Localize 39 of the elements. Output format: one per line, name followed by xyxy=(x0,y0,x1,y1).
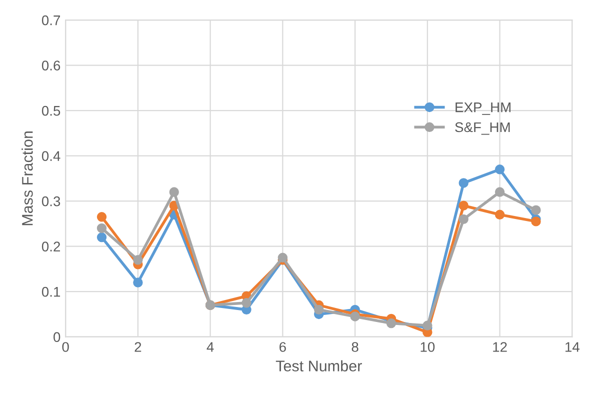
x-tick-label: 14 xyxy=(565,342,580,352)
point xyxy=(531,216,541,226)
y-tick-label: 0.2 xyxy=(42,242,60,252)
y-tick-label: 0.3 xyxy=(42,196,60,206)
y-tick-label: 0.1 xyxy=(42,286,60,297)
x-tick-label: 10 xyxy=(420,342,435,352)
y-tick-label: 0.7 xyxy=(42,15,60,26)
y-tick-label: 0 xyxy=(54,332,60,342)
x-tick-label: 6 xyxy=(280,342,286,352)
point xyxy=(350,312,360,322)
legend-label: S&F_HM xyxy=(455,122,510,135)
point xyxy=(96,223,107,234)
y-tick-label: 0.5 xyxy=(42,106,60,116)
x-tick-label: 0 xyxy=(62,342,69,352)
y-tick-label: 0.4 xyxy=(42,151,60,161)
point xyxy=(169,187,179,197)
point xyxy=(458,200,468,210)
x-tick-label: 8 xyxy=(352,342,358,352)
x-tick-label: 2 xyxy=(134,342,142,352)
point xyxy=(96,232,107,242)
x-tick-label: 4 xyxy=(206,342,214,352)
point xyxy=(133,255,143,265)
point xyxy=(133,278,143,288)
x-tick-label: 12 xyxy=(493,342,507,352)
point xyxy=(494,210,505,220)
y-tick-label: 0.6 xyxy=(42,60,60,70)
point xyxy=(458,178,468,188)
point xyxy=(422,320,432,330)
point xyxy=(314,304,324,315)
legend-label: EXP_HM xyxy=(456,102,510,115)
point xyxy=(386,318,396,328)
point xyxy=(494,187,505,197)
point xyxy=(96,212,107,222)
x-axis-title: Test Number xyxy=(276,360,362,372)
point xyxy=(494,164,505,174)
y-axis-title: Mass Fraction xyxy=(22,131,33,226)
point xyxy=(531,205,541,215)
point xyxy=(242,298,252,308)
point xyxy=(458,214,468,224)
